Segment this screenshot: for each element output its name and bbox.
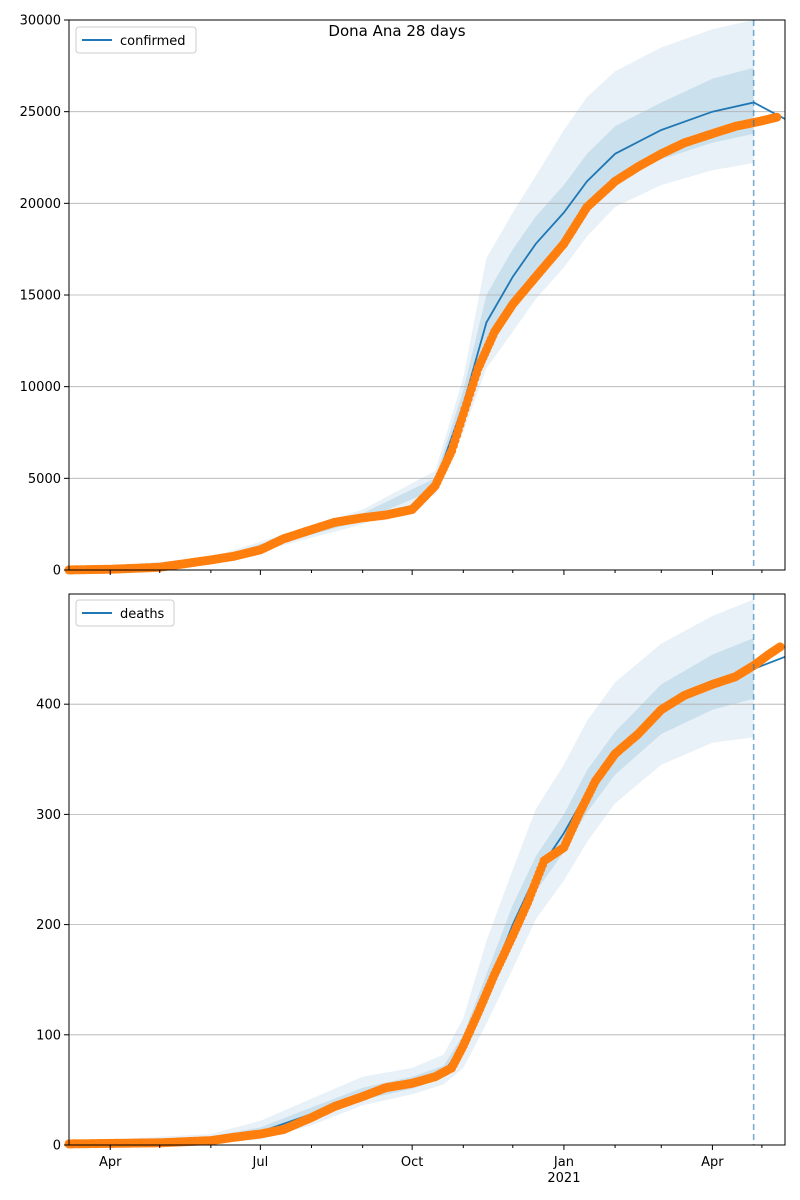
y-tick-label: 100 bbox=[36, 1028, 61, 1043]
x-tick-label: Apr bbox=[99, 1155, 122, 1170]
confirmed-panel: 0 5000 10000 15000 20000 25000 30000 confirmed bbox=[20, 14, 786, 579]
legend-confirmed: confirmed bbox=[75, 26, 197, 54]
x-tick-label: Apr bbox=[701, 1155, 724, 1170]
y-tick-label: 200 bbox=[36, 918, 61, 933]
y-tick-label: 20000 bbox=[20, 197, 61, 212]
x-year-label: 2021 bbox=[547, 1171, 580, 1186]
x-tick-label: Oct bbox=[401, 1155, 423, 1170]
x-tick-label: Jul bbox=[252, 1155, 269, 1170]
observed-point bbox=[775, 642, 785, 652]
deaths-panel: 0 100 200 300 400 Apr Jul Oct Jan Apr 2021 deaths bbox=[36, 593, 786, 1186]
x-tick-label: Jan bbox=[553, 1155, 574, 1170]
inner-confidence-band bbox=[69, 67, 754, 570]
y-tick-label: 25000 bbox=[20, 105, 61, 120]
y-tick-label: 15000 bbox=[20, 289, 61, 304]
legend-deaths: deaths bbox=[75, 599, 175, 627]
legend-label: confirmed bbox=[120, 34, 186, 49]
legend-label: deaths bbox=[120, 607, 165, 622]
y-tick-label: 300 bbox=[36, 808, 61, 823]
legend-box bbox=[75, 26, 197, 54]
outer-confidence-band bbox=[69, 20, 754, 570]
y-tick-label: 0 bbox=[53, 1139, 61, 1154]
outer-confidence-band bbox=[69, 599, 754, 1145]
y-tick-label: 5000 bbox=[28, 472, 61, 487]
chart-title: Dona Ana 28 days bbox=[328, 22, 465, 40]
y-tick-label: 400 bbox=[36, 698, 61, 713]
y-tick-label: 0 bbox=[53, 564, 61, 579]
legend-box bbox=[75, 599, 175, 627]
plot-frame bbox=[68, 593, 786, 1146]
y-tick-label: 30000 bbox=[20, 14, 61, 29]
observed-point bbox=[772, 112, 782, 122]
y-tick-label: 10000 bbox=[20, 380, 61, 395]
inner-confidence-band bbox=[69, 638, 754, 1145]
